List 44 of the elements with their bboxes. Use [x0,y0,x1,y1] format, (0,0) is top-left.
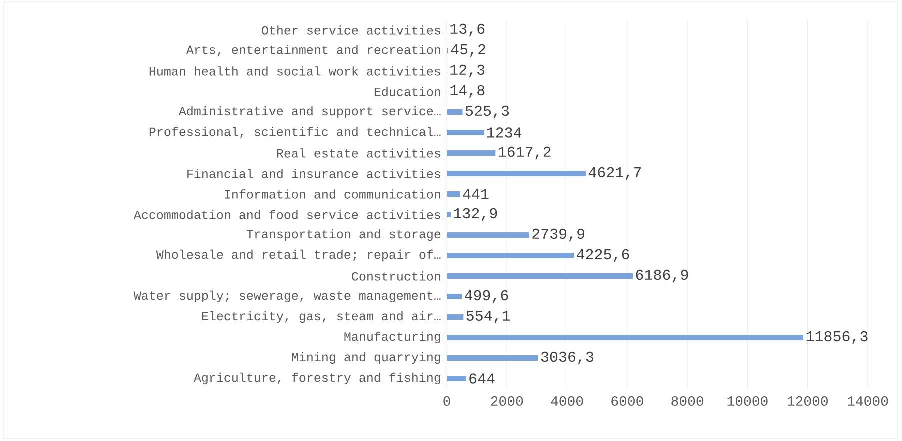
data-label: 132,9 [454,208,498,222]
y-tick-label: Professional, scientific and technical… [150,127,441,138]
data-label: 525,3 [466,106,510,119]
data-label: 13,6 [450,24,485,37]
y-tick-label: Information and communication [225,190,440,199]
y-tick-label: Arts, entertainment and recreation [186,45,440,56]
y-tick-label: Construction [352,272,440,281]
x-tick-label: 10000 [728,396,768,406]
y-tick-label: Human health and social work activities [150,66,440,76]
x-tick-label: 14000 [848,396,888,406]
x-tick-label: 2000 [491,396,524,406]
y-tick-label: Water supply; sewerage, waste management… [134,290,441,303]
y-tick-label: Real estate activities [277,148,440,158]
y-tick-label: Transportation and storage [246,229,441,242]
x-tick-label: 0 [444,396,450,406]
data-label: 6186,9 [636,270,688,283]
y-tick-label: Mining and quarrying [292,352,440,364]
data-label: 12,3 [450,64,485,78]
y-tick-label: Electricity, gas, steam and air… [202,311,441,324]
data-label: 1617,2 [498,146,551,160]
data-label: 1234 [487,128,522,138]
y-tick-label: Manufacturing [344,332,440,344]
data-label: 2739,9 [532,228,585,242]
y-tick-label: Other service activities [262,26,440,35]
data-label: 554,1 [466,310,510,324]
data-label: 4621,7 [588,167,642,180]
y-tick-label: Financial and insurance activities [188,169,440,178]
y-tick-label: Administrative and support service… [178,106,441,118]
x-tick-label: 12000 [788,396,828,406]
data-label: 14,8 [450,85,485,98]
x-tick-label: 8000 [672,396,704,406]
y-tick-label: Education [374,87,440,96]
data-label: 441 [463,189,489,200]
data-label: 644 [470,374,495,384]
x-tick-label: 4000 [551,396,584,406]
x-tick-label: 6000 [612,396,644,406]
data-label: 45,2 [451,44,486,58]
y-tick-label: Agriculture, forestry and fishing [194,372,440,385]
data-label: 3036,3 [541,352,594,365]
y-tick-label: Accommodation and food service activities [134,210,440,220]
y-tick-label: Wholesale and retail trade; repair of… [156,250,441,262]
data-label: 499,6 [464,290,508,304]
data-label: 4225,6 [577,249,630,262]
data-label: 11856,3 [806,331,868,344]
